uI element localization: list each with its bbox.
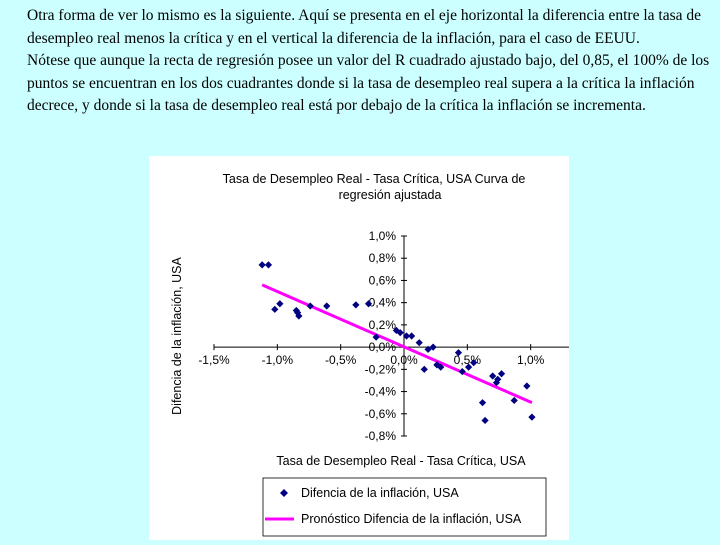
- y-tick-label: 0,0%: [369, 340, 397, 354]
- data-point: [510, 396, 518, 405]
- data-point: [295, 312, 303, 320]
- scatter-chart: Tasa de Desempleo Real - Tasa Crítica, U…: [170, 172, 608, 537]
- data-point: [429, 343, 437, 351]
- data-point: [258, 261, 266, 269]
- data-point: [528, 413, 536, 421]
- regression-layer: [261, 283, 533, 405]
- intro-paragraph-1: Otra forma de ver lo mismo es la siguien…: [27, 7, 701, 47]
- intro-text: Otra forma de ver lo mismo es la siguien…: [27, 5, 717, 118]
- chart-title-line-2: regresión ajustada: [339, 188, 442, 202]
- y-tick-label: -0,6%: [365, 407, 397, 421]
- y-tick-label: 0,8%: [369, 251, 397, 265]
- data-point: [523, 382, 531, 390]
- data-point: [364, 300, 373, 308]
- data-point: [323, 302, 331, 310]
- y-tick-label: 0,4%: [369, 296, 397, 310]
- data-point: [465, 363, 473, 371]
- regression-line: [261, 283, 533, 405]
- y-tick-label: -0,8%: [365, 429, 397, 443]
- data-point: [478, 399, 487, 407]
- axes-layer: -1,5%-1,0%-0,5%0,0%0,5%1,0%1,5%1,0%0,8%0…: [198, 229, 608, 443]
- legend-label-series-2: Pronóstico Difencia de la inflación, USA: [301, 512, 522, 526]
- data-point: [276, 300, 284, 308]
- x-tick-label: -0,5%: [325, 353, 357, 367]
- data-point: [402, 332, 411, 340]
- data-point: [489, 372, 497, 380]
- legend-box: [262, 477, 547, 537]
- data-point: [481, 416, 489, 425]
- data-point: [408, 332, 416, 340]
- data-point: [497, 370, 506, 378]
- data-point: [264, 261, 273, 269]
- y-tick-label: 0,2%: [369, 318, 397, 332]
- y-tick-label: -0,2%: [365, 362, 397, 376]
- chart-panel: Tasa de Desempleo Real - Tasa Crítica, U…: [149, 156, 608, 540]
- x-tick-label: 1,0%: [517, 353, 545, 367]
- y-axis-label: Difencia de la inflación, USA: [170, 256, 184, 414]
- y-tick-label: 1,0%: [369, 229, 397, 243]
- legend-marker-diamond: [280, 489, 288, 497]
- intro-paragraph-2: Nótese que aunque la recta de regresión …: [27, 52, 710, 115]
- data-point: [352, 301, 360, 309]
- x-tick-label: -1,0%: [262, 353, 294, 367]
- data-point: [420, 365, 428, 373]
- legend-label-series-1: Difencia de la inflación, USA: [301, 486, 459, 500]
- y-tick-label: 0,6%: [369, 273, 397, 287]
- x-tick-label: -1,5%: [198, 353, 230, 367]
- y-tick-label: -0,4%: [365, 385, 397, 399]
- data-point: [415, 339, 423, 347]
- x-tick-label: 0,0%: [390, 353, 418, 367]
- chart-title-line-1: Tasa de Desempleo Real - Tasa Crítica, U…: [223, 172, 526, 186]
- x-axis-label: Tasa de Desempleo Real - Tasa Crítica, U…: [276, 454, 526, 468]
- data-point: [306, 302, 314, 310]
- data-point: [271, 305, 279, 313]
- data-point: [458, 367, 466, 376]
